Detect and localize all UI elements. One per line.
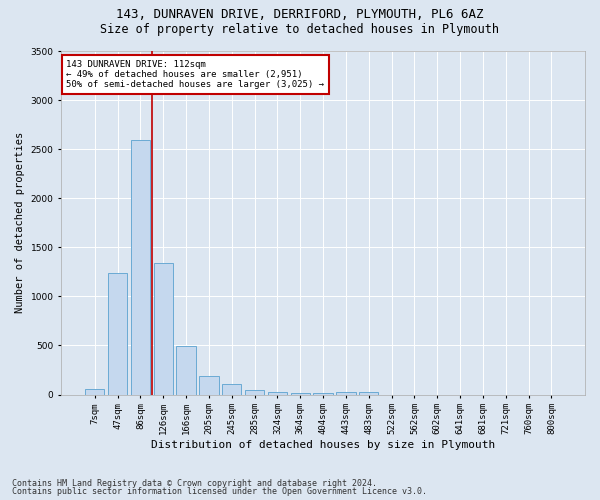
X-axis label: Distribution of detached houses by size in Plymouth: Distribution of detached houses by size … (151, 440, 495, 450)
Bar (154, 263, 173, 394)
Bar (359, 392, 379, 394)
Bar (336, 392, 356, 394)
Bar (313, 393, 333, 394)
Bar (176, 346, 196, 395)
Bar (268, 392, 287, 394)
Bar (131, 140, 150, 394)
Bar (108, 273, 127, 394)
Text: Contains public sector information licensed under the Open Government Licence v3: Contains public sector information licen… (12, 487, 427, 496)
Text: Contains HM Land Registry data © Crown copyright and database right 2024.: Contains HM Land Registry data © Crown c… (12, 478, 377, 488)
Bar (245, 390, 264, 394)
Text: 143, DUNRAVEN DRIVE, DERRIFORD, PLYMOUTH, PL6 6AZ: 143, DUNRAVEN DRIVE, DERRIFORD, PLYMOUTH… (116, 8, 484, 20)
Bar (85, 389, 104, 394)
Text: Size of property relative to detached houses in Plymouth: Size of property relative to detached ho… (101, 22, 499, 36)
Y-axis label: Number of detached properties: Number of detached properties (15, 132, 25, 314)
Bar (290, 392, 310, 394)
Bar (222, 384, 241, 394)
Text: 143 DUNRAVEN DRIVE: 112sqm
← 49% of detached houses are smaller (2,951)
50% of s: 143 DUNRAVEN DRIVE: 112sqm ← 49% of deta… (67, 60, 325, 90)
Bar (199, 376, 218, 394)
